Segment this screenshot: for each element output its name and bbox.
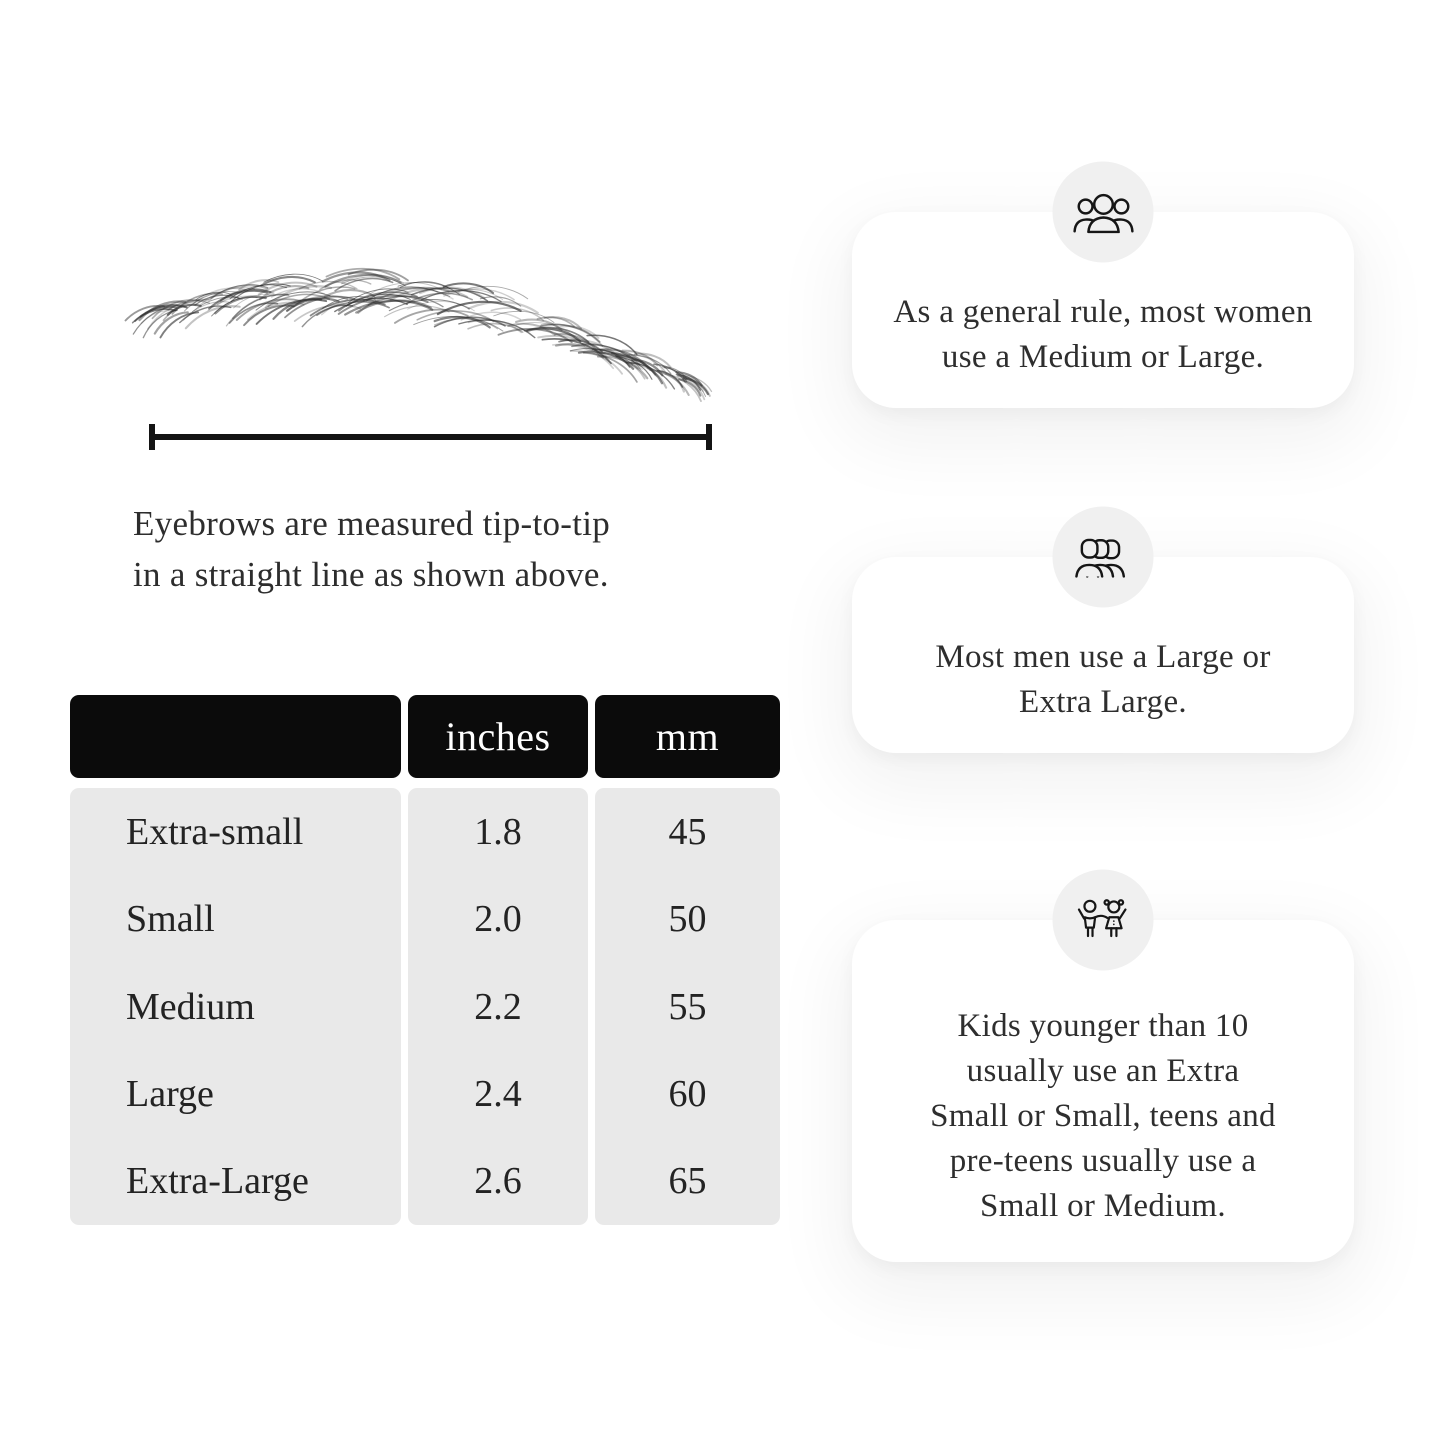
mm-value-cell: 50 [668,898,707,941]
size-name-cell: Small [126,898,215,941]
inches-column-header: inches [408,695,588,778]
tip-text: Kids younger than 10 usually use an Extr… [930,1007,1276,1224]
women-group-icon [1072,193,1134,234]
inches-value-cell: 2.2 [474,985,522,1028]
inches-column: 1.8 2.0 2.2 2.4 2.6 [408,788,588,1225]
measurement-caption: Eyebrows are measured tip-to-tip in a st… [133,504,611,594]
size-name-cell: Extra-Large [126,1160,309,1203]
mm-value-cell: 55 [668,985,707,1028]
size-name-cell: Large [126,1072,214,1115]
mm-column-header: mm [595,695,780,778]
mm-value-cell: 60 [668,1072,707,1115]
size-name-cell: Extra-small [126,810,304,853]
inches-value-cell: 2.0 [474,898,522,941]
inches-value-cell: 2.6 [474,1160,522,1203]
size-name-column: Extra-small Small Medium Large Extra-Lar… [70,788,401,1225]
mm-value-cell: 65 [668,1160,707,1203]
kids-icon [1077,898,1127,937]
tip-card-men: Most men use a Large or Extra Large. [852,506,1354,753]
size-table: inches mm Extra-small Small Medium Large… [70,695,780,1225]
size-name-cell: Medium [126,985,255,1028]
mm-column: 45 50 55 60 65 [595,788,780,1225]
tip-card-women: As a general rule, most women use a Medi… [852,161,1354,408]
tip-icon-circle [1052,869,1154,971]
men-group-icon [1074,538,1125,578]
tip-card-kids: Kids younger than 10 usually use an Extr… [852,869,1354,1262]
eyebrow-illustration [124,267,713,402]
mm-value-cell: 45 [668,810,707,853]
inches-value-cell: 2.4 [474,1072,522,1115]
inches-value-cell: 1.8 [474,810,522,853]
tip-icon-circle [1052,506,1154,608]
tip-text: Most men use a Large or Extra Large. [935,639,1271,720]
tip-text: As a general rule, most women use a Medi… [893,294,1313,375]
size-column-header [70,695,401,778]
tip-icon-circle [1052,161,1154,263]
measurement-line [149,424,712,450]
